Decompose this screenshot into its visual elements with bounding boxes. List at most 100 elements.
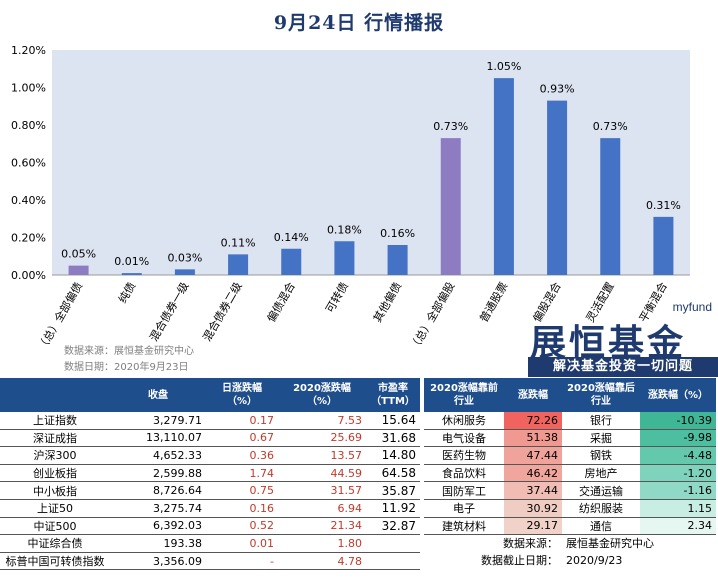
bar: [493, 78, 514, 275]
table-cell: 1.80: [278, 534, 366, 553]
table-cell: 银行: [562, 412, 640, 430]
footer-row: 数据来源： 展恒基金研究中心: [424, 535, 716, 552]
table-cell: 0.75: [206, 481, 278, 500]
footer-label: 数据截止日期：: [481, 554, 558, 568]
table-cell: 31.68: [366, 429, 420, 448]
table-cell: 3,279.71: [110, 412, 206, 430]
bar-chart: 0.00% 0.20% 0.40% 0.60% 0.80% 1.00% 1.20% 0.05%…: [11, 44, 690, 347]
table-cell: 交通运输: [562, 481, 640, 500]
x-tick-label: （总）全部偏股: [407, 280, 458, 347]
x-tick-label: （总）全部偏债: [35, 280, 86, 347]
table-row: 创业板指 2,599.88 1.74 44.59 64.58: [0, 464, 420, 483]
bar: [600, 138, 621, 275]
table-cell: 47.44: [504, 446, 562, 465]
table-cell: 沪深300: [0, 446, 110, 465]
table-row: 建筑材料 29.17 通信 2.34: [424, 517, 716, 536]
logo-slogan: 解决基金投资一切问题: [528, 357, 718, 377]
table-row: 医药生物 47.44 钢铁 -4.48: [424, 446, 716, 465]
y-tick-label: 1.20%: [11, 44, 46, 57]
table-cell: 中证500: [0, 517, 110, 536]
logo-small-text: myfund: [672, 300, 712, 314]
data-label: 0.93%: [540, 83, 575, 96]
table-cell: 1.15: [640, 499, 716, 518]
table-cell: -10.39: [640, 412, 716, 430]
source-line: 数据来源：展恒基金研究中心: [64, 346, 194, 357]
table-cell: 建筑材料: [424, 517, 504, 536]
table-cell: [366, 552, 420, 571]
table-cell: 纺织服装: [562, 499, 640, 518]
y-tick-label: 0.20%: [11, 232, 46, 245]
data-label: 0.03%: [167, 251, 202, 264]
table-cell: 7.53: [278, 412, 366, 430]
table-cell: 64.58: [366, 464, 420, 483]
footer-value: 2020/9/23: [566, 553, 623, 567]
footer-label: 数据来源：: [503, 537, 558, 551]
data-label: 0.16%: [380, 227, 415, 240]
table-row: 上证50 3,275.74 0.16 6.94 11.92: [0, 499, 420, 518]
y-tick-label: 0.80%: [11, 119, 46, 132]
table-cell: 0.01: [206, 534, 278, 553]
table-cell: 0.67: [206, 429, 278, 448]
table-cell: 13.57: [278, 446, 366, 465]
table-row: 休闲服务 72.26 银行 -10.39: [424, 412, 716, 430]
table-header: 涨跌幅（%）: [640, 378, 716, 412]
table-cell: 采掘: [562, 429, 640, 448]
industry-table: 2020涨幅靠前 行业 涨跌幅 2020涨幅靠后 行业 涨跌幅（%） 休闲服务 72.26 银行…: [424, 378, 716, 568]
table-cell: -1.20: [640, 464, 716, 483]
table-header: 2020涨跌幅 （%）: [278, 378, 366, 412]
table-cell: 房地产: [562, 464, 640, 483]
table-header: 2020涨幅靠前 行业: [424, 378, 504, 412]
table-cell: -: [206, 552, 278, 571]
index-table: 收盘 日涨跌幅 （%） 2020涨跌幅 （%） 市盈率 （TTM） 上证指数 3,279.71 0…: [0, 378, 420, 571]
data-label: 1.05%: [486, 60, 521, 73]
table-cell: 深证成指: [0, 429, 110, 448]
table-cell: 30.92: [504, 499, 562, 518]
table-cell: 72.26: [504, 412, 562, 430]
x-tick-label: 普通股票: [476, 279, 510, 324]
table-cell: 0.16: [206, 499, 278, 518]
page-title: 9月24日 行情播报: [273, 12, 445, 34]
table-header: [0, 378, 110, 412]
table-row: 国防军工 37.44 交通运输 -1.16: [424, 481, 716, 500]
data-label: 0.01%: [114, 255, 149, 268]
table-cell: -1.16: [640, 481, 716, 500]
table-cell: 1.74: [206, 464, 278, 483]
table-cell: 51.38: [504, 429, 562, 448]
x-tick-label: 其他偏债: [370, 280, 404, 325]
bar: [440, 138, 461, 275]
table-header: 涨跌幅: [504, 378, 562, 412]
table-cell: 钢铁: [562, 446, 640, 465]
footer-value: 展恒基金研究中心: [566, 537, 654, 551]
table-cell: 15.64: [366, 412, 420, 430]
table-cell: 0.36: [206, 446, 278, 465]
table-cell: 上证指数: [0, 412, 110, 430]
chart-source: 数据来源：展恒基金研究中心 数据日期：2020年9月23日: [64, 344, 194, 376]
table-row: 中证综合债 193.38 0.01 1.80: [0, 534, 420, 553]
y-tick-label: 0.60%: [11, 157, 46, 170]
table-cell: 11.92: [366, 499, 420, 518]
table-header: 收盘: [110, 378, 206, 412]
x-tick-label: 偏债混合: [264, 280, 298, 325]
bar: [281, 248, 302, 275]
table-cell: 标普中国可转债指数: [0, 552, 110, 571]
table-cell: 0.17: [206, 412, 278, 430]
table-row: 中小板指 8,726.64 0.75 31.57 35.87: [0, 481, 420, 500]
table-cell: 21.34: [278, 517, 366, 536]
table-row: 深证成指 13,110.07 0.67 25.69 31.68: [0, 429, 420, 448]
table-cell: 14.80: [366, 446, 420, 465]
table-cell: 上证50: [0, 499, 110, 518]
data-label: 0.18%: [327, 223, 362, 236]
data-label: 0.05%: [61, 248, 96, 261]
table-cell: 医药生物: [424, 446, 504, 465]
data-label: 0.73%: [593, 120, 628, 133]
table-cell: 3,275.74: [110, 499, 206, 518]
data-label: 0.31%: [646, 199, 681, 212]
bar: [547, 100, 568, 275]
table-cell: 25.69: [278, 429, 366, 448]
x-tick-label: 混合债券二级: [200, 280, 245, 344]
table-cell: 电气设备: [424, 429, 504, 448]
table-cell: 食品饮料: [424, 464, 504, 483]
table-row: 标普中国可转债指数 3,356.09-4.78: [0, 552, 420, 571]
table-cell: 29.17: [504, 517, 562, 536]
table-cell: 31.57: [278, 481, 366, 500]
